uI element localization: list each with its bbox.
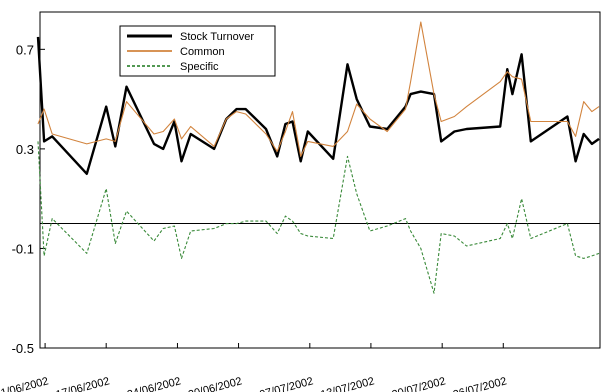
x-tick-label: 24/06/2002 xyxy=(126,375,182,392)
series-layer xyxy=(36,21,600,294)
legend: Stock Turnover Common Specific xyxy=(119,25,276,77)
x-tick-label: 17/06/2002 xyxy=(55,375,111,392)
series-line-common xyxy=(37,21,600,157)
x-tick-label: 20/07/2002 xyxy=(391,375,447,392)
y-tick-label: 0.7 xyxy=(16,42,34,57)
x-tick-label: 11/06/2002 xyxy=(0,375,50,392)
x-tick-label: 30/06/2002 xyxy=(187,375,243,392)
legend-label: Specific xyxy=(180,61,219,73)
series-line-stock-turnover xyxy=(36,36,600,176)
legend-label: Stock Turnover xyxy=(180,31,254,43)
y-tick-label: -0.1 xyxy=(12,241,34,256)
series-line-specific xyxy=(37,141,600,294)
plot-frame xyxy=(39,11,601,349)
x-axis: 11/06/2002 17/06/2002 24/06/2002 30/06/2002… xyxy=(0,343,508,392)
y-axis: 0.7 0.3 -0.1 -0.5 xyxy=(12,42,45,356)
x-tick-label: 26/07/2002 xyxy=(452,375,508,392)
x-tick-label: 07/07/2002 xyxy=(258,375,314,392)
y-tick-label: 0.3 xyxy=(16,142,34,157)
x-tick-label: 13/07/2002 xyxy=(319,375,375,392)
y-tick-label: -0.5 xyxy=(12,341,34,356)
legend-label: Common xyxy=(180,46,225,58)
